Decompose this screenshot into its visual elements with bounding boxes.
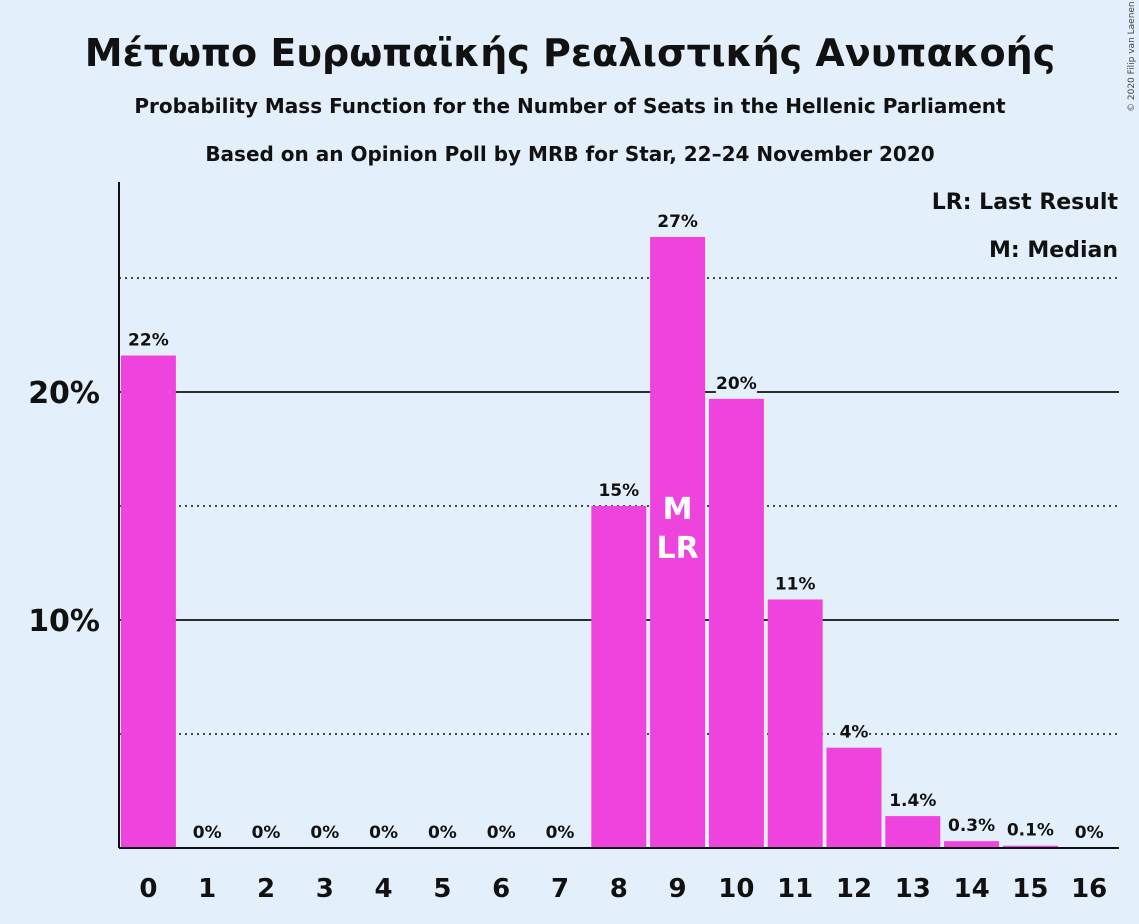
bar-14 [944,841,1000,848]
chart-subtitle: Probability Mass Function for the Number… [134,94,1006,118]
data-label-12: 4% [840,723,869,743]
y-tick-label-1: 20% [28,376,100,411]
data-label-bg-3 [309,821,340,843]
chart-subtitle-poll: Based on an Opinion Poll by MRB for Star… [205,142,934,166]
x-tick-label-11: 11 [777,874,813,904]
data-label-10: 20% [716,374,757,394]
x-tick-label-14: 14 [954,874,990,904]
bars [120,236,1058,848]
bar-13 [885,816,941,848]
data-label-bg-9 [657,209,699,232]
chart-title: Μέτωπο Ευρωπαϊκής Ρεαλιστικής Ανυπακοής [85,31,1055,75]
data-label-bg-4 [368,821,399,843]
bar-10 [708,398,764,848]
x-tick-label-12: 12 [836,874,872,904]
x-tick-label-9: 9 [669,874,687,904]
data-label-5: 0% [428,823,457,843]
x-tick-label-7: 7 [551,874,569,904]
data-label-11: 11% [775,574,816,594]
bar-15 [1002,845,1058,848]
bar-12 [826,747,882,848]
data-label-bg-12 [839,720,869,743]
legend-median: M: Median [989,238,1118,263]
data-label-bg-8 [598,479,640,501]
y-axis-ticks: 10% 20% [28,376,100,639]
data-label-0: 22% [128,331,169,351]
x-tick-label-2: 2 [257,874,275,904]
legend-last-result: LR: Last Result [932,190,1119,215]
x-tick-label-3: 3 [316,874,334,904]
data-label-bg-11 [774,572,816,595]
x-tick-label-5: 5 [433,874,451,904]
data-label-8: 15% [598,481,639,501]
data-label-4: 0% [369,823,398,843]
copyright-note: © 2020 Filip van Laenen [1127,1,1137,112]
data-label-14: 0.3% [948,816,995,836]
data-label-9: 27% [657,212,698,232]
data-label-2: 0% [252,823,281,843]
bar-9 [650,236,706,848]
data-label-3: 0% [310,823,339,843]
x-axis-ticks: 0 1 2 3 4 5 6 7 8 9 10 11 12 13 14 15 16 [139,874,1107,904]
data-label-6: 0% [487,823,516,843]
x-tick-label-15: 15 [1012,874,1048,904]
x-tick-label-16: 16 [1071,874,1107,904]
data-labels: 22% 0% 0% 0% 0% 0% 0% 0% 15% 27% 20% 11% 4% 1.4% 0.3% 0… [127,209,1105,843]
x-tick-label-6: 6 [492,874,510,904]
data-label-bg-7 [545,821,575,843]
last-result-marker: LR [656,531,698,566]
x-tick-label-0: 0 [139,874,157,904]
data-label-1: 0% [193,823,222,843]
x-tick-label-8: 8 [610,874,628,904]
data-label-13: 1.4% [889,791,936,811]
data-label-bg-1 [192,821,223,843]
x-tick-label-13: 13 [895,874,931,904]
y-tick-label-0: 10% [28,604,100,639]
data-label-bg-14 [945,814,998,837]
x-tick-label-10: 10 [718,874,754,904]
data-label-bg-13 [886,789,939,812]
data-label-bg-15 [1004,818,1057,841]
x-tick-label-4: 4 [375,874,393,904]
median-marker: M [663,492,693,527]
data-label-bg-0 [127,328,169,351]
data-label-16: 0% [1075,823,1104,843]
bar-11 [767,599,823,848]
bar-0 [120,355,176,848]
data-label-bg-5 [427,821,458,843]
data-label-7: 0% [546,823,575,843]
data-label-15: 0.1% [1007,821,1054,841]
data-label-bg-10 [715,371,757,394]
data-label-bg-6 [486,821,517,843]
x-tick-label-1: 1 [198,874,216,904]
data-label-bg-2 [251,821,281,843]
data-label-bg-16 [1074,821,1105,843]
bar-8 [591,506,647,848]
